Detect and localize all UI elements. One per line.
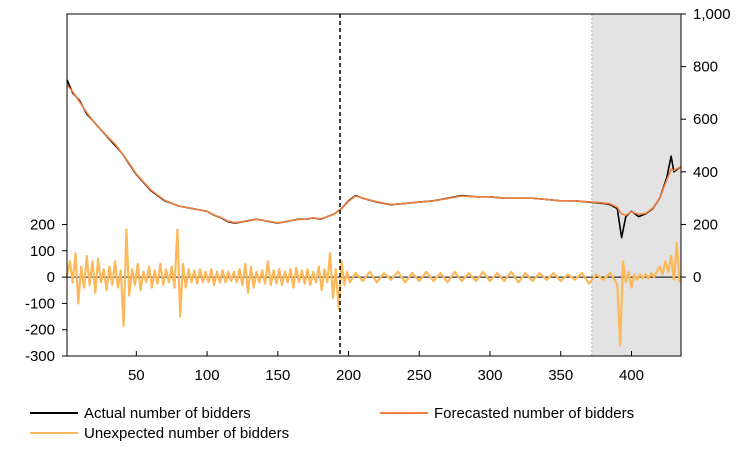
y-left-tick-label: 0 [47, 269, 55, 286]
y-right-tick-label: 1,000 [693, 6, 731, 23]
series-line-actual-number-of-bidders [66, 79, 682, 239]
x-tick-label: 250 [407, 367, 432, 384]
y-left-tick-label: 200 [30, 216, 55, 233]
legend-label-actual-number-of-bidders: Actual number of bidders [84, 405, 251, 422]
shaded-region-layer [591, 14, 681, 356]
x-tick-label: 50 [128, 367, 145, 384]
x-tick-label: 200 [336, 367, 361, 384]
x-tick-label: 150 [265, 367, 290, 384]
y-axis-left: 200 100 0 -100 -200 -300 [25, 216, 67, 365]
y-right-tick-label: 400 [693, 164, 718, 181]
x-tick-label: 350 [548, 367, 573, 384]
legend: Actual number of bidders Forecasted numbe… [30, 405, 634, 442]
y-right-tick-label: 200 [693, 216, 718, 233]
x-tick-label: 100 [195, 367, 220, 384]
y-left-tick-label: -200 [25, 322, 55, 339]
y-right-tick-label: 600 [693, 111, 718, 128]
y-left-tick-label: -100 [25, 295, 55, 312]
legend-label-unexpected-number-of-bidders: Unexpected number of bidders [84, 425, 289, 442]
y-left-tick-label: -300 [25, 348, 55, 365]
series-line-unexpected-number-of-bidders [65, 228, 681, 347]
legend-label-forecasted-number-of-bidders: Forecasted number of bidders [434, 405, 634, 422]
x-tick-label: 400 [619, 367, 644, 384]
plot-frame [66, 13, 682, 357]
shaded-region [591, 14, 681, 356]
y-right-tick-label: 800 [693, 59, 718, 76]
y-right-tick-label: 0 [693, 269, 701, 286]
y-left-tick-label: 100 [30, 243, 55, 260]
x-axis: 50 100 150 200 250 300 350 400 [128, 351, 644, 384]
series-line-forecasted-number-of-bidders [66, 84, 682, 224]
x-tick-label: 300 [477, 367, 502, 384]
series-layer [65, 79, 682, 347]
y-axis-right: 1,000 800 600 400 200 0 [681, 6, 731, 286]
